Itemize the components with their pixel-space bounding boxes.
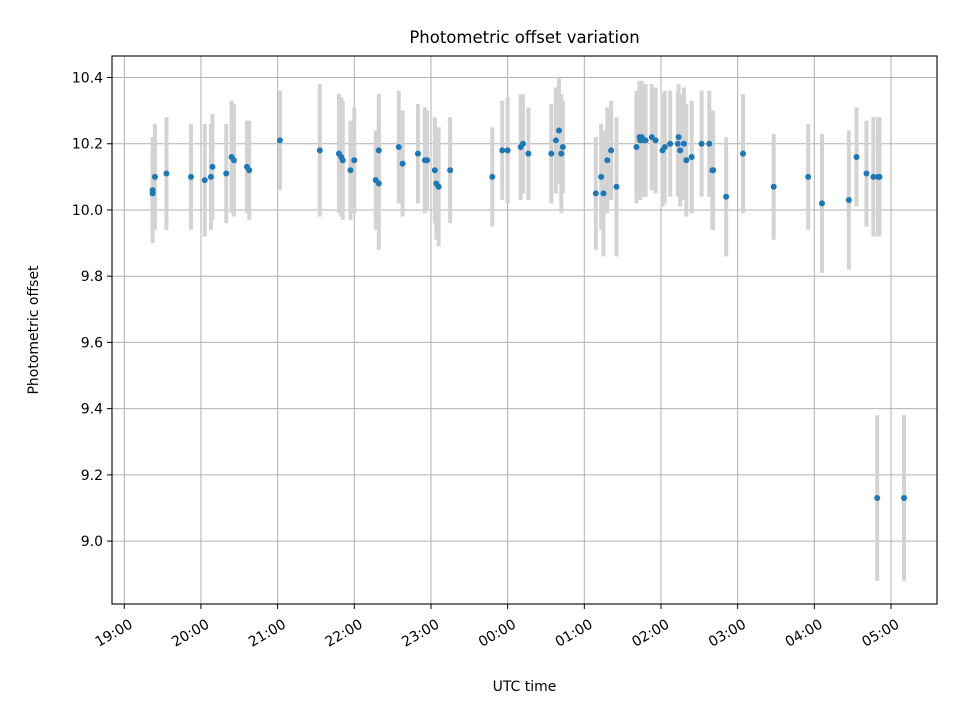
data-point: [525, 150, 532, 157]
data-point: [504, 147, 511, 154]
data-point: [431, 167, 438, 174]
data-point: [559, 144, 566, 151]
chart-title: Photometric offset variation: [409, 28, 639, 47]
data-point: [661, 144, 668, 151]
data-point: [375, 147, 382, 154]
data-point: [339, 157, 346, 164]
data-point: [863, 170, 870, 177]
y-tick-label: 9.8: [81, 269, 103, 285]
x-axis-label: UTC time: [493, 679, 557, 695]
data-point: [552, 137, 559, 144]
data-point: [870, 173, 877, 180]
data-point: [845, 197, 852, 204]
data-point: [600, 190, 607, 197]
data-point: [399, 160, 406, 167]
data-point: [740, 150, 747, 157]
data-point: [706, 140, 713, 147]
data-point: [598, 173, 605, 180]
data-point: [674, 140, 681, 147]
data-point: [592, 190, 599, 197]
data-points: [149, 127, 908, 502]
data-point: [316, 147, 323, 154]
data-point: [351, 157, 358, 164]
data-point: [698, 140, 705, 147]
data-point: [395, 144, 402, 151]
data-point: [424, 157, 431, 164]
y-tick-label: 9.0: [81, 534, 103, 550]
data-point: [149, 190, 156, 197]
data-point: [853, 153, 860, 160]
data-point: [683, 157, 690, 164]
data-point: [556, 127, 563, 134]
data-point: [677, 147, 684, 154]
data-point: [874, 495, 881, 502]
data-point: [901, 495, 908, 502]
y-tick-label: 9.4: [81, 402, 103, 418]
data-point: [276, 137, 283, 144]
data-point: [608, 147, 615, 154]
data-point: [688, 153, 695, 160]
data-point: [548, 150, 555, 157]
data-point: [347, 167, 354, 174]
data-point: [435, 183, 442, 190]
data-point: [633, 144, 640, 151]
y-tick-label: 10.0: [72, 203, 103, 219]
y-axis-label: Photometric offset: [26, 265, 42, 395]
data-point: [675, 134, 682, 141]
data-point: [642, 137, 649, 144]
data-point: [223, 170, 230, 177]
data-point: [246, 167, 253, 174]
data-point: [770, 183, 777, 190]
data-point: [680, 140, 687, 147]
plot-frame: [111, 55, 938, 605]
data-point: [604, 157, 611, 164]
data-point: [667, 140, 674, 147]
data-point: [805, 173, 812, 180]
y-tick-label: 9.6: [81, 335, 103, 351]
data-point: [723, 193, 730, 200]
data-point: [414, 150, 421, 157]
data-point: [558, 150, 565, 157]
data-point: [375, 180, 382, 187]
data-point: [652, 137, 659, 144]
data-point: [207, 173, 214, 180]
data-point: [201, 177, 208, 184]
data-point: [499, 147, 506, 154]
data-point: [818, 200, 825, 207]
data-point: [163, 170, 170, 177]
data-point: [151, 173, 158, 180]
data-point: [209, 163, 216, 170]
data-point: [187, 173, 194, 180]
y-tick-label: 10.4: [72, 71, 103, 87]
y-tick-label: 10.2: [72, 137, 103, 153]
data-point: [519, 140, 526, 147]
data-point: [876, 173, 883, 180]
data-point: [613, 183, 620, 190]
y-tick-label: 9.2: [81, 468, 103, 484]
data-point: [489, 173, 496, 180]
y-axis-ticks: 9.0 9.2 9.4 9.6 9.8 10.0 10.2 10.4: [72, 71, 112, 550]
data-point: [447, 167, 454, 174]
data-point: [710, 167, 717, 174]
data-point: [230, 157, 237, 164]
